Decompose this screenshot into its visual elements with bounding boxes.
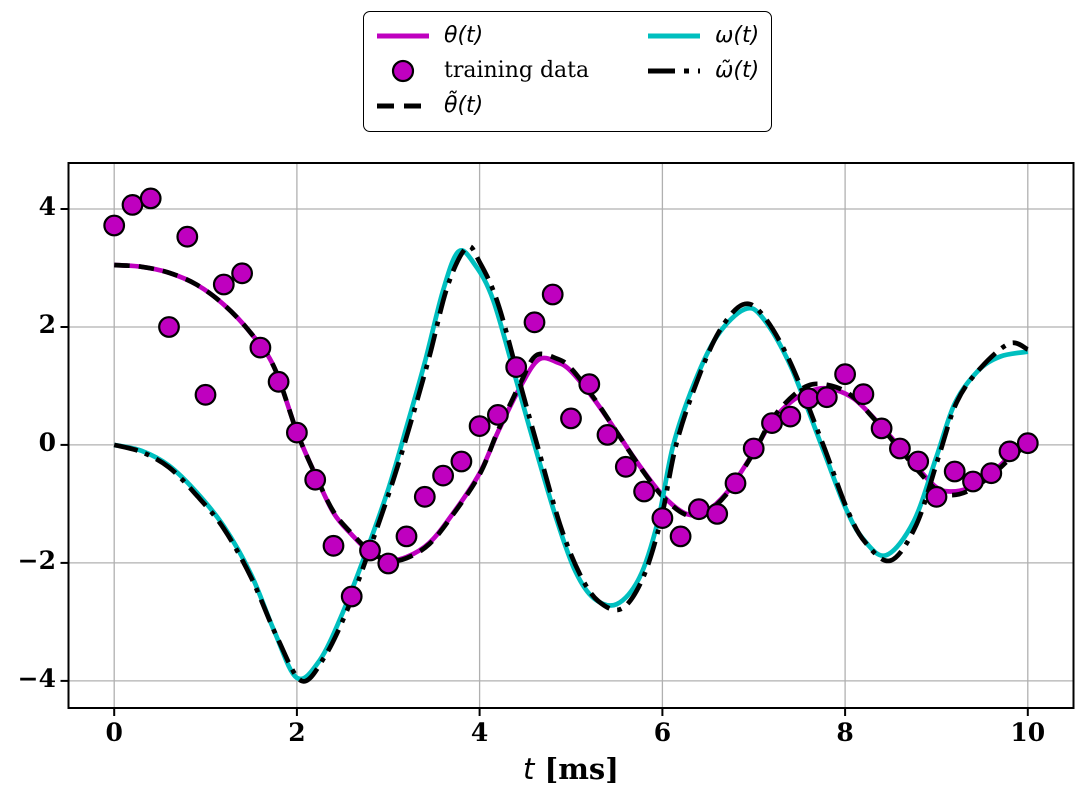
y-tick-label: 2: [38, 309, 56, 339]
x-tick-label: 6: [653, 718, 672, 747]
axes-spines: [67, 162, 1075, 709]
scatter-point: [103, 214, 126, 237]
scatter-point: [614, 455, 637, 478]
scatter-point: [834, 363, 856, 386]
scatter-point: [578, 373, 601, 396]
scatter-point: [194, 383, 217, 406]
legend-label: training data: [444, 58, 590, 83]
x-tick-label: 4: [470, 718, 489, 747]
scatter-point: [340, 585, 363, 608]
scatter-point: [523, 311, 546, 334]
x-axis-label-unit: [ms]: [534, 752, 619, 786]
series-line-3: [113, 248, 1029, 682]
legend-row: ω(t): [645, 18, 759, 53]
scatter-point: [596, 424, 619, 446]
scatter-point: [797, 387, 820, 410]
legend-line-icon-solid: [648, 33, 700, 38]
scatter-point: [943, 460, 966, 483]
scatter-point: [413, 485, 436, 508]
legend-row: θ(t): [374, 18, 589, 53]
x-tick-label: 0: [105, 718, 123, 747]
legend-line-icon-dashdot: [648, 68, 700, 73]
scatter-point: [815, 386, 838, 409]
scatter-point: [249, 336, 272, 359]
scatter-point: [688, 498, 710, 521]
scatter-point: [176, 225, 199, 248]
scatter-point: [852, 383, 875, 406]
x-tick-label: 10: [1010, 718, 1046, 747]
scatter-point: [651, 507, 674, 529]
x-tick-label: 8: [836, 718, 854, 747]
scatter-point: [231, 262, 254, 285]
legend-column: θ(t) training data θ̃(t): [374, 18, 589, 123]
legend-label: θ(t): [444, 23, 484, 48]
y-tick-label: −2: [17, 545, 56, 575]
scatter-point: [377, 552, 400, 575]
scatter-point: [322, 534, 345, 557]
y-tick-label: −4: [17, 663, 56, 693]
scatter-point: [541, 283, 564, 306]
legend-column: ω(t) ω̃(t): [645, 18, 759, 88]
scatter-point: [158, 316, 180, 338]
scatter-point: [304, 468, 327, 491]
legend-label: θ̃(t): [444, 93, 484, 118]
scatter-point: [468, 415, 491, 438]
legend-line-icon-solid: [377, 33, 429, 38]
legend-row: θ̃(t): [374, 88, 589, 123]
scatter-point: [761, 412, 783, 435]
series-training-data: [103, 187, 1039, 608]
legend: θ(t) training data θ̃(t) ω(t) ω̃(t): [363, 11, 772, 132]
scatter-point: [669, 525, 692, 548]
scatter-point: [450, 450, 473, 473]
y-tick-label: 4: [38, 192, 56, 221]
legend-row: ω̃(t): [645, 53, 759, 88]
scatter-point: [359, 539, 381, 562]
x-axis-label-symbol: t: [523, 752, 535, 786]
legend-line-icon-dashed: [377, 103, 429, 108]
scatter-point: [267, 370, 290, 393]
scatter-point: [706, 503, 729, 525]
scatter-point: [212, 273, 235, 296]
scatter-point: [139, 187, 162, 210]
scatter-point: [980, 462, 1003, 485]
scatter-point: [724, 472, 747, 495]
scatter-point: [395, 525, 418, 548]
scatter-point: [432, 464, 455, 487]
x-tick-label: 2: [288, 718, 306, 747]
scatter-point: [889, 437, 911, 460]
scatter-point: [121, 193, 144, 216]
scatter-point: [925, 485, 948, 508]
legend-row: training data: [374, 53, 589, 88]
scatter-point: [286, 421, 308, 444]
scatter-point: [742, 437, 765, 460]
scatter-point: [505, 356, 528, 379]
scatter-point: [560, 407, 582, 430]
legend-label: ω̃(t): [715, 58, 760, 83]
series-line-4: [113, 244, 1029, 684]
legend-marker-icon: [391, 59, 415, 82]
scatter-point: [487, 404, 509, 426]
scatter-point: [779, 405, 802, 428]
y-tick-label: 0: [38, 427, 56, 457]
scatter-point: [962, 470, 984, 493]
legend-label: ω(t): [715, 23, 760, 48]
scatter-point: [870, 417, 893, 440]
scatter-point: [633, 480, 655, 503]
scatter-point: [907, 450, 930, 473]
scatter-point: [1016, 432, 1039, 455]
x-axis-label: t [ms]: [523, 752, 619, 786]
scatter-point: [998, 440, 1021, 463]
